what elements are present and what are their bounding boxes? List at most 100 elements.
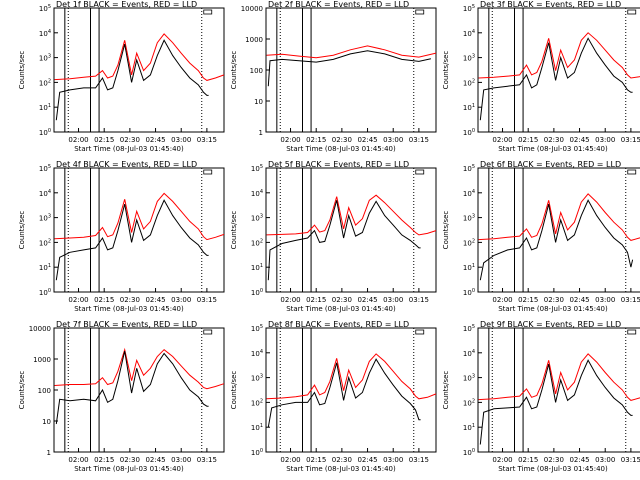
panel-title: Det 1f BLACK = Events, RED = LLD <box>56 0 197 9</box>
x-tick-label: 02:45 <box>569 136 589 144</box>
x-tick-label: 03:15 <box>621 456 640 464</box>
x-tick-label: 02:30 <box>544 456 564 464</box>
x-axis-label: Start Time (08-Jul-03 01:45:40) <box>286 465 396 473</box>
x-tick-label: 02:45 <box>357 136 377 144</box>
x-axis-label: Start Time (08-Jul-03 01:45:40) <box>74 305 184 313</box>
y-axis-label: Counts/sec <box>442 211 450 250</box>
y-axis-label: Counts/sec <box>230 51 238 90</box>
corner-marker-box <box>203 329 213 335</box>
x-tick-label: 02:15 <box>518 456 538 464</box>
y-tick-label: 100 <box>251 448 263 457</box>
corner-marker-box <box>627 169 637 175</box>
x-axis-label: Start Time (08-Jul-03 01:45:40) <box>498 465 608 473</box>
y-tick-label: 105 <box>251 324 263 333</box>
y-tick-label: 10 <box>254 98 263 106</box>
x-axis-label: Start Time (08-Jul-03 01:45:40) <box>286 145 396 153</box>
corner-marker-box <box>627 9 637 15</box>
x-tick-label: 03:15 <box>197 296 217 304</box>
detector-panel: 100 101 102 103 104 105 02:00 02:15 02:30 02:45 03… <box>442 0 640 153</box>
x-tick-label: 02:30 <box>120 296 140 304</box>
y-tick-label: 1000 <box>33 356 51 364</box>
detector-panel: 100 101 102 103 104 105 02:00 02:15 02:30 02:45 03… <box>18 0 225 153</box>
y-axis-label: Counts/sec <box>442 51 450 90</box>
x-tick-label: 03:15 <box>409 296 429 304</box>
x-tick-label: 02:00 <box>68 136 88 144</box>
y-tick-label: 1 <box>47 449 51 457</box>
x-tick-label: 03:00 <box>595 456 615 464</box>
panel-title: Det 4f BLACK = Events, RED = LLD <box>56 160 197 169</box>
y-tick-label: 102 <box>463 238 475 247</box>
events-series-line <box>479 199 634 281</box>
x-tick-label: 02:45 <box>569 296 589 304</box>
x-tick-label: 02:45 <box>145 296 165 304</box>
x-tick-label: 02:15 <box>94 136 114 144</box>
y-tick-label: 100 <box>250 67 263 75</box>
y-tick-label: 10000 <box>241 5 263 13</box>
x-tick-label: 02:30 <box>544 136 564 144</box>
x-tick-label: 03:00 <box>595 296 615 304</box>
x-axis-label: Start Time (08-Jul-03 01:45:40) <box>498 305 608 313</box>
y-tick-label: 1 <box>259 129 263 137</box>
y-tick-label: 100 <box>463 288 475 297</box>
plot-frame <box>477 7 640 133</box>
x-tick-label: 02:30 <box>332 136 352 144</box>
lld-series-line <box>54 347 225 390</box>
y-tick-label: 10000 <box>29 325 51 333</box>
detector-panel: 1 10 100 1000 10000 02:00 02:15 02:30 02:45 03:00… <box>230 0 437 153</box>
plot-frame <box>477 327 640 453</box>
events-series-line <box>267 50 432 87</box>
corner-marker-box <box>415 9 425 15</box>
detector-panel: 100 101 102 103 104 105 02:00 02:15 02:30 02:45 03… <box>442 160 640 313</box>
lld-series-line <box>266 353 437 400</box>
detector-panel: 100 101 102 103 104 105 02:00 02:15 02:30 02:45 03… <box>18 160 225 313</box>
y-tick-label: 104 <box>463 349 475 358</box>
corner-marker-box <box>203 9 213 15</box>
x-tick-label: 02:15 <box>306 136 326 144</box>
x-tick-label: 02:45 <box>145 136 165 144</box>
x-tick-label: 03:00 <box>383 456 403 464</box>
x-tick-label: 02:15 <box>306 296 326 304</box>
y-tick-label: 104 <box>251 189 263 198</box>
x-axis-label: Start Time (08-Jul-03 01:45:40) <box>498 145 608 153</box>
x-tick-label: 02:30 <box>332 456 352 464</box>
y-tick-label: 100 <box>39 288 51 297</box>
panel-title: Det 9f BLACK = Events, RED = LLD <box>480 320 621 329</box>
plot-frame <box>53 327 225 453</box>
events-series-line <box>55 199 209 281</box>
lld-series-line <box>478 193 640 241</box>
y-tick-label: 102 <box>463 398 475 407</box>
y-axis-label: Counts/sec <box>18 51 26 90</box>
y-tick-label: 103 <box>463 214 475 223</box>
x-tick-label: 03:15 <box>197 456 217 464</box>
x-tick-label: 02:00 <box>492 456 512 464</box>
x-tick-label: 03:15 <box>621 136 640 144</box>
y-tick-label: 101 <box>463 103 475 112</box>
y-tick-label: 104 <box>251 349 263 358</box>
y-tick-label: 105 <box>39 164 51 173</box>
y-tick-label: 102 <box>39 238 51 247</box>
x-tick-label: 03:00 <box>171 296 191 304</box>
lld-series-line <box>266 45 437 59</box>
y-tick-label: 105 <box>463 324 475 333</box>
x-axis-label: Start Time (08-Jul-03 01:45:40) <box>74 145 184 153</box>
x-tick-label: 02:15 <box>94 456 114 464</box>
events-series-line <box>55 350 209 425</box>
lld-series-line <box>54 33 225 81</box>
x-tick-label: 02:00 <box>280 456 300 464</box>
y-tick-label: 103 <box>39 54 51 63</box>
plot-frame <box>265 327 437 453</box>
plot-frame <box>265 167 437 293</box>
y-tick-label: 102 <box>251 398 263 407</box>
panel-title: Det 5f BLACK = Events, RED = LLD <box>268 160 409 169</box>
x-tick-label: 03:15 <box>409 136 429 144</box>
events-series-line <box>267 200 421 281</box>
y-axis-label: Counts/sec <box>18 211 26 250</box>
x-tick-label: 03:00 <box>171 136 191 144</box>
y-tick-label: 104 <box>39 29 51 38</box>
lld-series-line <box>266 194 437 236</box>
events-series-line <box>479 359 633 445</box>
y-tick-label: 101 <box>39 263 51 272</box>
panel-title: Det 8f BLACK = Events, RED = LLD <box>268 320 409 329</box>
x-tick-label: 03:15 <box>197 136 217 144</box>
x-tick-label: 03:00 <box>595 136 615 144</box>
